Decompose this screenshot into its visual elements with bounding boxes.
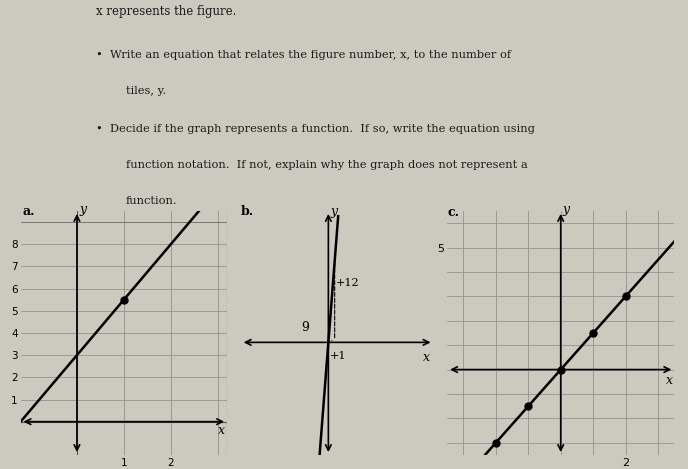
Text: c.: c. <box>447 206 459 219</box>
Text: b.: b. <box>241 205 254 218</box>
Text: x: x <box>665 374 673 387</box>
Text: function.: function. <box>126 196 178 206</box>
Text: function notation.  If not, explain why the graph does not represent a: function notation. If not, explain why t… <box>126 160 528 170</box>
Text: +1: +1 <box>330 351 346 361</box>
Text: tiles, y.: tiles, y. <box>126 85 166 96</box>
Text: •  Decide if the graph represents a function.  If so, write the equation using: • Decide if the graph represents a funct… <box>96 124 535 134</box>
Text: y: y <box>330 205 337 218</box>
Text: y: y <box>562 204 569 217</box>
Text: +12: +12 <box>335 278 359 288</box>
Text: 9: 9 <box>301 321 309 334</box>
Text: a.: a. <box>23 205 36 219</box>
Text: y: y <box>79 203 86 216</box>
Text: x: x <box>423 351 430 364</box>
Text: x represents the figure.: x represents the figure. <box>96 5 237 17</box>
Text: x: x <box>217 424 225 437</box>
Text: •  Write an equation that relates the figure number, x, to the number of: • Write an equation that relates the fig… <box>96 50 511 60</box>
